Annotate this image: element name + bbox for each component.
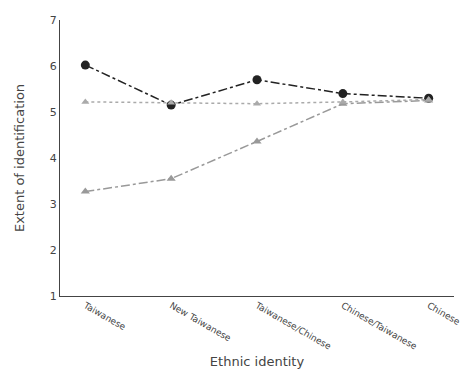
svg-text:5: 5 bbox=[50, 106, 57, 119]
svg-text:Chinese/Taiwanese: Chinese/Taiwanese bbox=[340, 300, 419, 352]
svg-text:4: 4 bbox=[50, 152, 57, 165]
svg-text:Chinese: Chinese bbox=[425, 300, 462, 327]
svg-text:Taiwanese: Taiwanese bbox=[81, 300, 127, 333]
svg-text:7: 7 bbox=[50, 14, 57, 27]
svg-text:2: 2 bbox=[50, 244, 57, 257]
svg-text:New Taiwanese: New Taiwanese bbox=[168, 300, 233, 343]
svg-text:Ethnic identity: Ethnic identity bbox=[210, 354, 305, 369]
svg-text:1: 1 bbox=[50, 290, 57, 303]
svg-text:6: 6 bbox=[50, 60, 57, 73]
svg-text:Extent of identification: Extent of identification bbox=[12, 84, 27, 232]
svg-text:3: 3 bbox=[50, 198, 57, 211]
svg-text:Taiwanese/Chinese: Taiwanese/Chinese bbox=[253, 300, 333, 352]
